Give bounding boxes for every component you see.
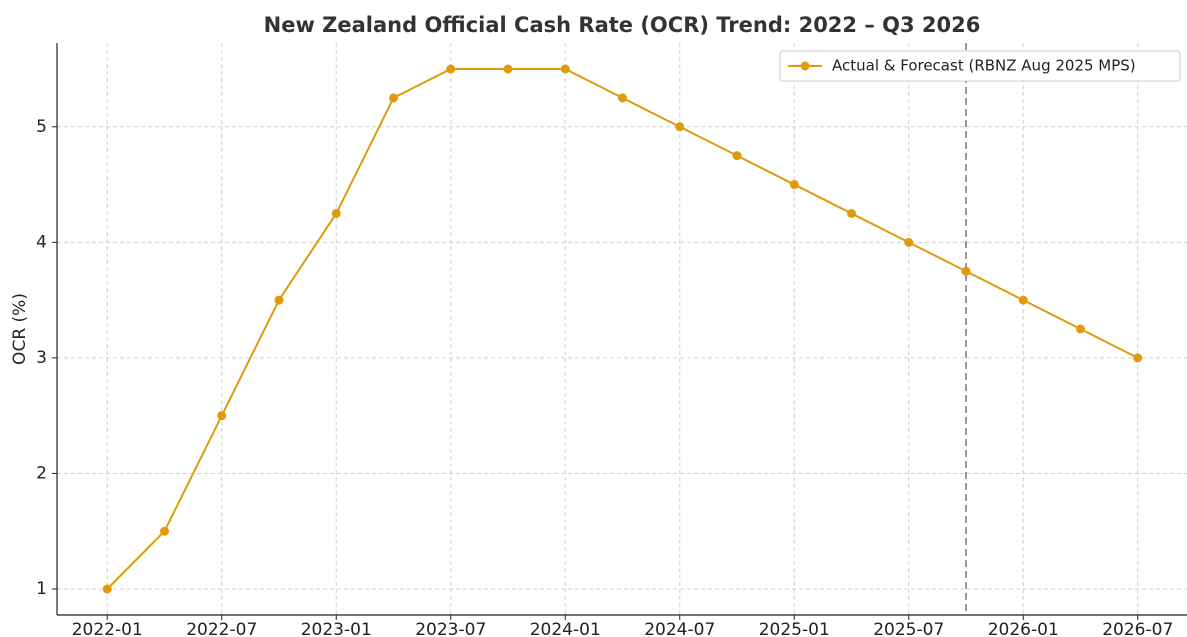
data-point (961, 266, 971, 276)
x-tick-label: 2025-07 (873, 620, 944, 637)
y-tick-label: 3 (36, 348, 47, 368)
data-point (217, 411, 227, 421)
data-point (789, 180, 799, 190)
data-point (1018, 295, 1028, 305)
data-point (847, 208, 856, 218)
data-point (503, 64, 513, 74)
x-tick-label: 2024-07 (644, 620, 715, 637)
data-point (1133, 353, 1143, 363)
x-tick-label: 2023-07 (415, 620, 486, 637)
data-point (560, 64, 570, 74)
data-point (904, 237, 914, 247)
data-point (1076, 324, 1085, 334)
y-axis-label: OCR (%) (10, 293, 30, 365)
data-point (675, 122, 685, 132)
data-point (446, 64, 456, 74)
data-point (618, 93, 627, 103)
legend-box (779, 50, 1181, 82)
data-point (389, 93, 398, 103)
x-tick-label: 2023-01 (301, 620, 372, 637)
y-tick-label: 5 (36, 117, 47, 137)
y-tick-label: 1 (36, 579, 47, 599)
data-point (102, 584, 112, 594)
legend-label: Actual & Forecast (RBNZ Aug 2025 MPS) (832, 57, 1136, 75)
legend: Actual & Forecast (RBNZ Aug 2025 MPS) (779, 50, 1181, 82)
y-tick-label: 4 (36, 232, 47, 252)
legend-marker (800, 61, 810, 71)
series-line (106, 68, 1139, 590)
x-tick-label: 2026-07 (1102, 620, 1173, 637)
x-tick-label: 2026-01 (988, 620, 1059, 637)
x-tick-label: 2025-01 (759, 620, 830, 637)
data-point (331, 208, 341, 218)
x-tick-label: 2022-01 (72, 620, 143, 637)
chart-title: New Zealand Official Cash Rate (OCR) Tre… (264, 13, 981, 37)
x-tick-label: 2022-07 (186, 620, 257, 637)
data-point (274, 295, 284, 305)
x-tick-label: 2024-01 (530, 620, 601, 637)
y-tick-label: 2 (36, 463, 47, 483)
data-point (160, 526, 169, 536)
data-point (732, 151, 742, 161)
